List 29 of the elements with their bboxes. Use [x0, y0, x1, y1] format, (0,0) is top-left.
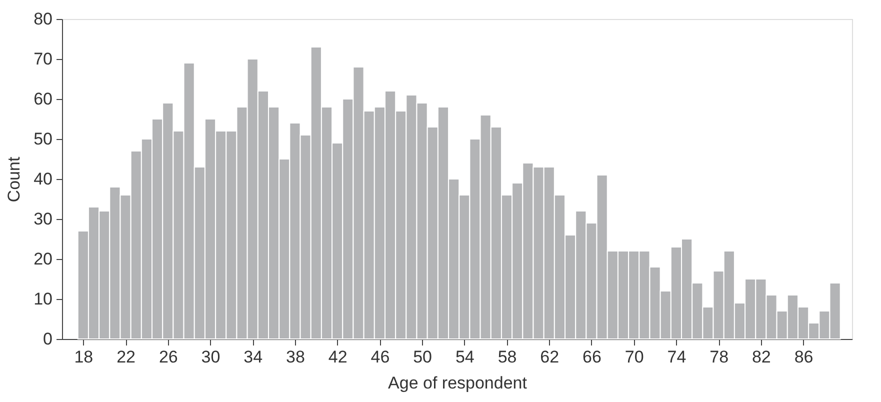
x-tick-label: 66	[582, 348, 602, 366]
y-tick-label: 60	[34, 90, 52, 108]
x-axis-title: Age of respondent	[388, 374, 528, 392]
x-tick-label: 34	[244, 348, 263, 366]
x-tick-label: 78	[710, 348, 729, 366]
y-tick-label: 10	[34, 290, 52, 308]
y-tick-label: 80	[34, 10, 52, 28]
x-tick-label: 22	[116, 348, 136, 366]
x-tick-label: 38	[286, 348, 305, 366]
y-tick-label: 30	[34, 210, 52, 228]
y-tick-label: 20	[34, 250, 52, 268]
x-tick-label: 86	[794, 348, 814, 366]
y-tick-label: 0	[43, 330, 52, 348]
y-tick-label: 70	[34, 50, 52, 68]
x-tick-label: 18	[74, 348, 94, 366]
x-tick-label: 42	[328, 348, 348, 366]
x-tick-label: 70	[624, 348, 644, 366]
x-tick-label: 74	[667, 348, 686, 366]
x-tick-label: 46	[370, 348, 390, 366]
x-tick-label: 62	[540, 348, 560, 366]
y-axis-title: Count	[4, 156, 24, 202]
x-tick-label: 30	[201, 348, 220, 366]
x-tick-label: 58	[498, 348, 517, 366]
y-tick-label: 40	[34, 170, 52, 188]
x-tick-label: 26	[158, 348, 178, 366]
x-tick-label: 82	[752, 348, 771, 366]
y-tick-label: 50	[34, 130, 52, 148]
x-tick-label: 50	[413, 348, 432, 366]
x-tick-label: 54	[455, 348, 474, 366]
